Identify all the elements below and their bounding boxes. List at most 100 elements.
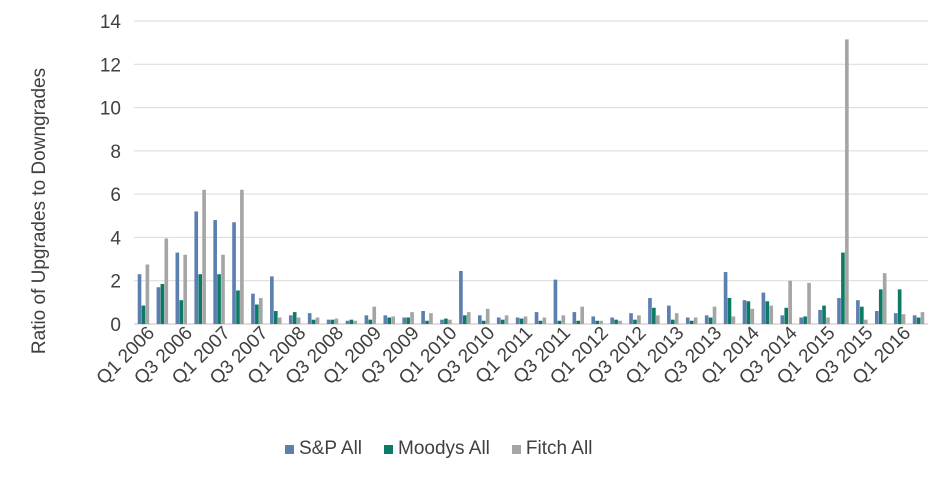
- bar-moodys: [860, 306, 864, 324]
- bar-moodys: [463, 315, 467, 324]
- bar-sp: [742, 300, 747, 324]
- bar-moodys: [822, 305, 826, 324]
- bar-moodys: [746, 301, 751, 324]
- bar-sp: [421, 311, 425, 324]
- bar-sp: [288, 315, 293, 324]
- bar-moodys: [160, 283, 165, 324]
- bar-sp: [402, 317, 407, 324]
- bar-sp: [648, 298, 652, 324]
- bar-fitch: [315, 317, 320, 324]
- bar-fitch: [183, 254, 188, 324]
- bar-sp: [629, 313, 633, 324]
- bar-fitch: [826, 317, 830, 324]
- bar-fitch: [296, 317, 301, 324]
- bar-fitch: [920, 312, 925, 324]
- bar-sp: [137, 274, 142, 324]
- legend-label-sp: S&P All: [299, 438, 363, 459]
- bar-sp: [685, 317, 690, 324]
- bar-moodys: [273, 311, 278, 324]
- bar-sp: [723, 272, 728, 324]
- bar-sp: [610, 317, 614, 324]
- bar-moodys: [803, 316, 807, 324]
- bar-moodys: [689, 320, 694, 324]
- bar-moodys: [841, 252, 845, 324]
- bars: [137, 39, 925, 325]
- legend: S&P All Moodys All Fitch All: [285, 438, 592, 460]
- bar-sp: [213, 220, 217, 324]
- bar-sp: [780, 315, 785, 324]
- bar-sp: [440, 319, 444, 324]
- bar-sp: [704, 315, 709, 324]
- bar-sp: [175, 252, 180, 324]
- bar-fitch: [637, 315, 641, 324]
- bar-fitch: [258, 298, 263, 324]
- bar-sp: [667, 305, 671, 324]
- bar-sp: [459, 270, 463, 324]
- bar-fitch: [882, 273, 887, 324]
- bar-moodys: [444, 318, 448, 324]
- bar-fitch: [731, 316, 736, 324]
- bar-sp: [345, 320, 350, 324]
- bar-moodys: [595, 320, 599, 324]
- bar-sp: [232, 222, 236, 324]
- bar-fitch: [485, 308, 490, 324]
- bar-fitch: [240, 189, 244, 324]
- bar-fitch: [712, 306, 717, 324]
- y-tick-label: 2: [110, 272, 121, 293]
- legend-item-sp: S&P All: [285, 438, 362, 460]
- bar-fitch: [845, 39, 849, 325]
- bar-sp: [912, 315, 917, 324]
- bar-moodys: [387, 317, 392, 324]
- legend-item-fitch: Fitch All: [511, 438, 593, 460]
- bar-moodys: [292, 312, 297, 324]
- bar-moodys: [557, 320, 562, 324]
- bar-fitch: [277, 317, 282, 324]
- bar-sp: [818, 309, 822, 324]
- bar-moodys: [349, 319, 354, 324]
- gridlines: [134, 20, 928, 325]
- bar-fitch: [410, 312, 414, 324]
- bar-sp: [856, 300, 860, 324]
- bar-sp: [270, 276, 274, 324]
- bar-fitch: [863, 319, 868, 324]
- y-tick-label: 12: [100, 55, 121, 76]
- bar-fitch: [353, 320, 358, 324]
- bar-sp: [893, 313, 898, 324]
- bar-sp: [156, 287, 161, 324]
- bar-moodys: [878, 289, 883, 324]
- bar-sp: [761, 292, 766, 324]
- bar-sp: [383, 315, 388, 324]
- bar-sp: [553, 279, 558, 324]
- bar-moodys: [311, 319, 316, 324]
- bar-moodys: [406, 317, 410, 324]
- bar-fitch: [202, 189, 206, 324]
- bar-fitch: [504, 315, 509, 324]
- bar-moodys: [897, 289, 902, 324]
- bar-fitch: [221, 254, 225, 324]
- bar-fitch: [769, 305, 774, 324]
- bar-fitch: [618, 320, 622, 324]
- bar-moodys: [727, 298, 732, 324]
- bar-sp: [307, 313, 312, 324]
- bar-fitch: [145, 264, 150, 324]
- bar-moodys: [255, 304, 259, 324]
- bar-fitch: [901, 314, 906, 324]
- bar-fitch: [788, 280, 792, 324]
- legend-label-fitch: Fitch All: [525, 438, 593, 459]
- bar-fitch: [372, 306, 377, 324]
- bar-sp: [477, 315, 482, 324]
- bar-fitch: [693, 317, 698, 324]
- bar-moodys: [765, 301, 770, 324]
- bar-sp: [799, 317, 804, 324]
- bar-moodys: [368, 319, 373, 324]
- bar-fitch: [429, 313, 433, 324]
- y-tick-label: 8: [110, 142, 121, 163]
- bar-sp: [496, 317, 501, 324]
- legend-item-moodys: Moodys All: [384, 438, 490, 460]
- bar-moodys: [916, 317, 921, 324]
- bar-sp: [874, 311, 879, 324]
- y-axis-title: Ratio of Upgrades to Downgrades: [29, 68, 50, 354]
- bar-sp: [194, 211, 199, 324]
- bar-moodys: [236, 290, 240, 324]
